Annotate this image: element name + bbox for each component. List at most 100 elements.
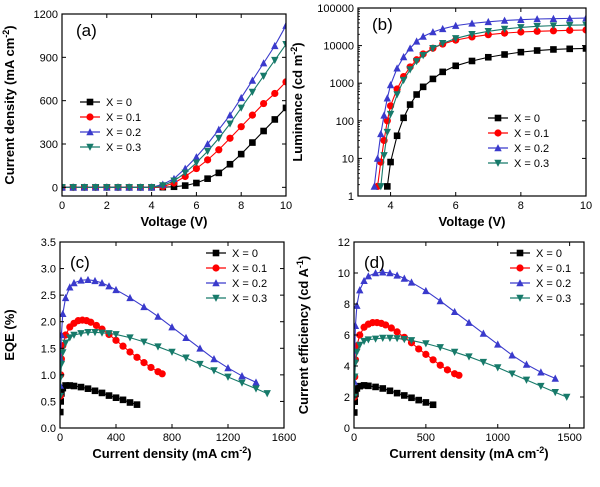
y-tick-label: 3.0 xyxy=(41,264,56,276)
data-point xyxy=(533,15,541,23)
legend-marker xyxy=(86,128,94,136)
data-point xyxy=(103,184,111,192)
data-point xyxy=(154,343,162,351)
data-point xyxy=(508,370,516,378)
y-tick-label: 2 xyxy=(344,392,350,404)
data-point xyxy=(354,301,361,309)
data-point xyxy=(170,177,178,185)
data-point xyxy=(182,354,190,362)
x-tick-label: 1500 xyxy=(557,432,581,444)
x-tick-label: 0 xyxy=(57,432,63,444)
y-tick-label: 2.5 xyxy=(41,290,56,302)
data-point xyxy=(550,46,557,53)
data-point xyxy=(377,183,385,191)
plot-frame xyxy=(61,13,287,197)
legend-marker xyxy=(212,294,220,302)
series-line-4 xyxy=(60,331,268,397)
y-tick-label: 10 xyxy=(342,153,354,165)
data-point xyxy=(566,45,574,53)
legend-label: X = 0.1 xyxy=(536,263,571,275)
data-point xyxy=(215,134,223,143)
data-point xyxy=(181,169,189,177)
data-point xyxy=(436,344,444,352)
data-point xyxy=(77,383,85,391)
data-point xyxy=(70,382,78,390)
data-point xyxy=(226,134,234,142)
data-point xyxy=(196,344,204,352)
data-point xyxy=(393,271,401,279)
y-tick-label: 4 xyxy=(344,361,350,373)
data-point xyxy=(237,104,245,112)
data-point xyxy=(192,164,200,173)
data-point xyxy=(210,367,218,375)
x-axis-label: Current density (mA cm-2) xyxy=(92,445,251,461)
data-point xyxy=(66,334,74,342)
x-tick-label: 1000 xyxy=(486,432,510,444)
data-point xyxy=(154,312,162,320)
data-point xyxy=(147,184,156,192)
data-point xyxy=(419,83,427,91)
y-axis-label: Current density (mA cm-2) xyxy=(1,25,17,184)
data-point xyxy=(517,48,525,56)
data-point xyxy=(479,358,488,367)
data-point xyxy=(271,116,279,123)
data-point xyxy=(203,147,212,156)
data-point xyxy=(406,101,414,108)
data-point xyxy=(517,24,525,32)
data-point xyxy=(237,150,245,158)
data-point xyxy=(379,268,387,276)
data-point xyxy=(98,329,106,337)
data-point xyxy=(429,401,437,409)
data-point xyxy=(203,140,212,148)
x-tick-label: 8 xyxy=(238,200,244,212)
data-point xyxy=(282,78,286,86)
data-point xyxy=(383,94,392,102)
data-point xyxy=(66,283,74,291)
data-point xyxy=(271,41,279,50)
chart-panel-4: 0 500 1000 1500 0 2 4 6 8 10 12 Current density (mA… xyxy=(295,237,585,461)
legend-marker xyxy=(516,264,524,272)
data-point xyxy=(282,104,286,112)
data-point xyxy=(77,276,85,284)
legend: X = 0 X = 0.1 X = 0.2 X = 0.3 xyxy=(206,248,267,305)
y-tick-label: 3.5 xyxy=(41,237,56,249)
y-tick-label: 0 xyxy=(52,182,58,194)
y-tick-label: 6 xyxy=(344,330,350,342)
series-line-1 xyxy=(386,47,586,187)
x-tick-label: 4 xyxy=(149,200,155,212)
data-point xyxy=(192,159,201,167)
data-point xyxy=(500,16,509,24)
data-point xyxy=(91,329,99,337)
data-point xyxy=(136,184,145,192)
data-point xyxy=(119,342,127,350)
data-point xyxy=(168,348,176,356)
data-point xyxy=(192,153,201,161)
data-point xyxy=(582,45,586,52)
data-point xyxy=(84,385,92,392)
data-point xyxy=(238,372,246,380)
y-tick-label: 12 xyxy=(338,237,350,249)
y-axis-label: Current efficiency (cd A-1) xyxy=(295,256,311,415)
data-point xyxy=(393,328,401,336)
data-point xyxy=(248,111,256,119)
data-point xyxy=(182,333,190,341)
data-point xyxy=(91,276,99,285)
x-tick-label: 6 xyxy=(453,200,459,212)
data-point xyxy=(91,387,99,395)
data-point xyxy=(215,169,223,177)
data-point xyxy=(98,389,106,397)
data-point xyxy=(60,349,67,357)
data-point xyxy=(582,26,586,34)
data-point xyxy=(354,359,360,367)
data-point xyxy=(158,370,166,378)
series-group xyxy=(370,14,586,191)
x-tick-label: 0 xyxy=(351,432,357,444)
x-tick-label: 8 xyxy=(518,200,524,212)
data-point xyxy=(549,27,558,35)
data-point xyxy=(112,394,120,402)
data-point xyxy=(140,302,148,311)
data-point xyxy=(533,47,541,54)
data-point xyxy=(400,336,409,344)
data-point xyxy=(105,282,113,290)
data-point xyxy=(224,364,232,372)
